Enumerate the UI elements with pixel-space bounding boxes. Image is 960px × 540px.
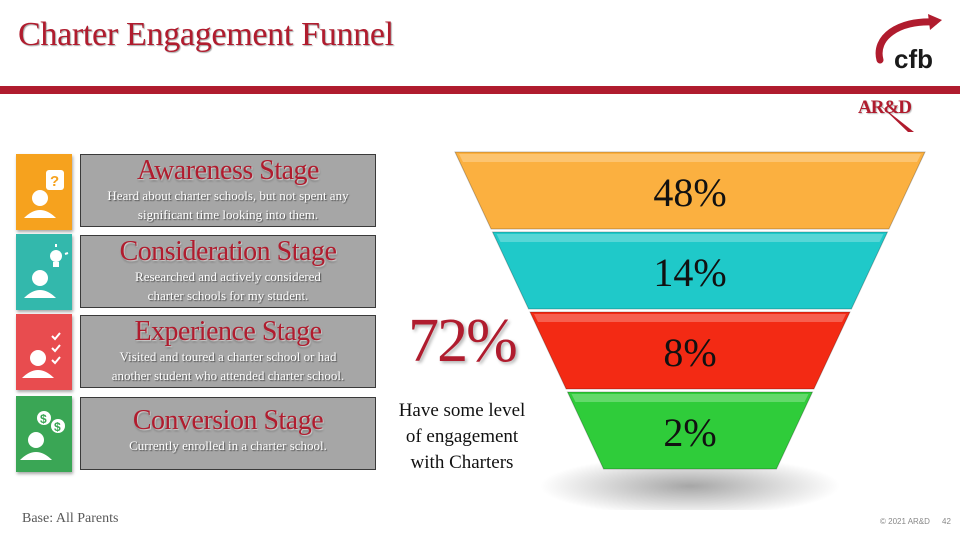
- funnel-value-label: 48%: [653, 170, 726, 215]
- funnel-segment-2: [491, 231, 889, 310]
- stage-desc-line1: Heard about charter schools, but not spe…: [107, 188, 349, 203]
- conversion-stage-box: Conversion Stage Currently enrolled in a…: [80, 397, 376, 470]
- base-note: Base: All Parents: [22, 511, 119, 526]
- header-ribbon: [860, 86, 960, 132]
- stage-name: Awareness Stage: [137, 155, 319, 186]
- funnel-shadow: [540, 456, 840, 510]
- page-title: Charter Engagement Funnel: [18, 16, 394, 53]
- funnel-segment-3: [529, 311, 851, 390]
- logo-text: cfb: [894, 44, 933, 74]
- awareness-stage-box: Awareness Stage Heard about charter scho…: [80, 154, 376, 227]
- awareness-icon-tile: ?: [16, 154, 72, 230]
- svg-text:?: ?: [50, 173, 59, 190]
- money-person-icon: $ $: [20, 411, 65, 460]
- header-bar: [0, 86, 960, 94]
- caption-line1: Have some level: [398, 400, 526, 421]
- experience-stage-box: Experience Stage Visited and toured a ch…: [80, 315, 376, 388]
- funnel-segment-4: [566, 391, 814, 470]
- cfb-logo: cfb: [872, 12, 948, 81]
- funnel-chart: 48% 14% 8% 2%: [454, 151, 926, 510]
- caption-line3: with Charters: [410, 452, 514, 473]
- page-number: 42: [942, 517, 951, 526]
- funnel-value-label: 8%: [663, 330, 716, 375]
- funnel-segment-highlight: [534, 314, 846, 322]
- lightbulb-person-icon: [24, 244, 69, 298]
- engagement-caption: Have some level of engagement with Chart…: [392, 398, 532, 476]
- stage-desc-line1: Currently enrolled in a charter school.: [129, 438, 327, 453]
- experience-icon-tile: [16, 314, 72, 390]
- stage-name: Conversion Stage: [132, 405, 324, 436]
- svg-text:$: $: [54, 420, 61, 434]
- funnel-value-label: 14%: [653, 250, 726, 295]
- copyright: © 2021 AR&D: [880, 517, 930, 526]
- funnel-segment-highlight: [459, 154, 921, 162]
- ard-label: AR&D: [858, 97, 912, 118]
- funnel-value-label: 2%: [663, 410, 716, 455]
- stage-desc-line2: charter schools for my student.: [147, 288, 309, 303]
- consideration-icon-tile: [16, 234, 72, 310]
- consideration-stage-box: Consideration Stage Researched and activ…: [80, 235, 376, 308]
- stage-desc-line1: Visited and toured a charter school or h…: [119, 349, 337, 364]
- caption-line2: of engagement: [405, 426, 519, 447]
- funnel-segment-highlight: [571, 394, 809, 402]
- stage-desc-line2: significant time looking into them.: [137, 207, 319, 222]
- stage-name: Consideration Stage: [119, 236, 337, 267]
- stage-name: Experience Stage: [134, 316, 322, 347]
- stage-desc-line2: another student who attended charter sch…: [111, 368, 345, 383]
- engagement-total: 72%: [408, 307, 518, 375]
- question-person-icon: ?: [24, 170, 64, 218]
- stage-desc-line1: Researched and actively considered: [135, 269, 321, 284]
- svg-text:$: $: [40, 412, 47, 426]
- funnel-segment-highlight: [496, 234, 884, 242]
- funnel-segment-1: [454, 151, 926, 230]
- checklist-person-icon: [22, 332, 61, 378]
- conversion-icon-tile: $ $: [16, 396, 72, 472]
